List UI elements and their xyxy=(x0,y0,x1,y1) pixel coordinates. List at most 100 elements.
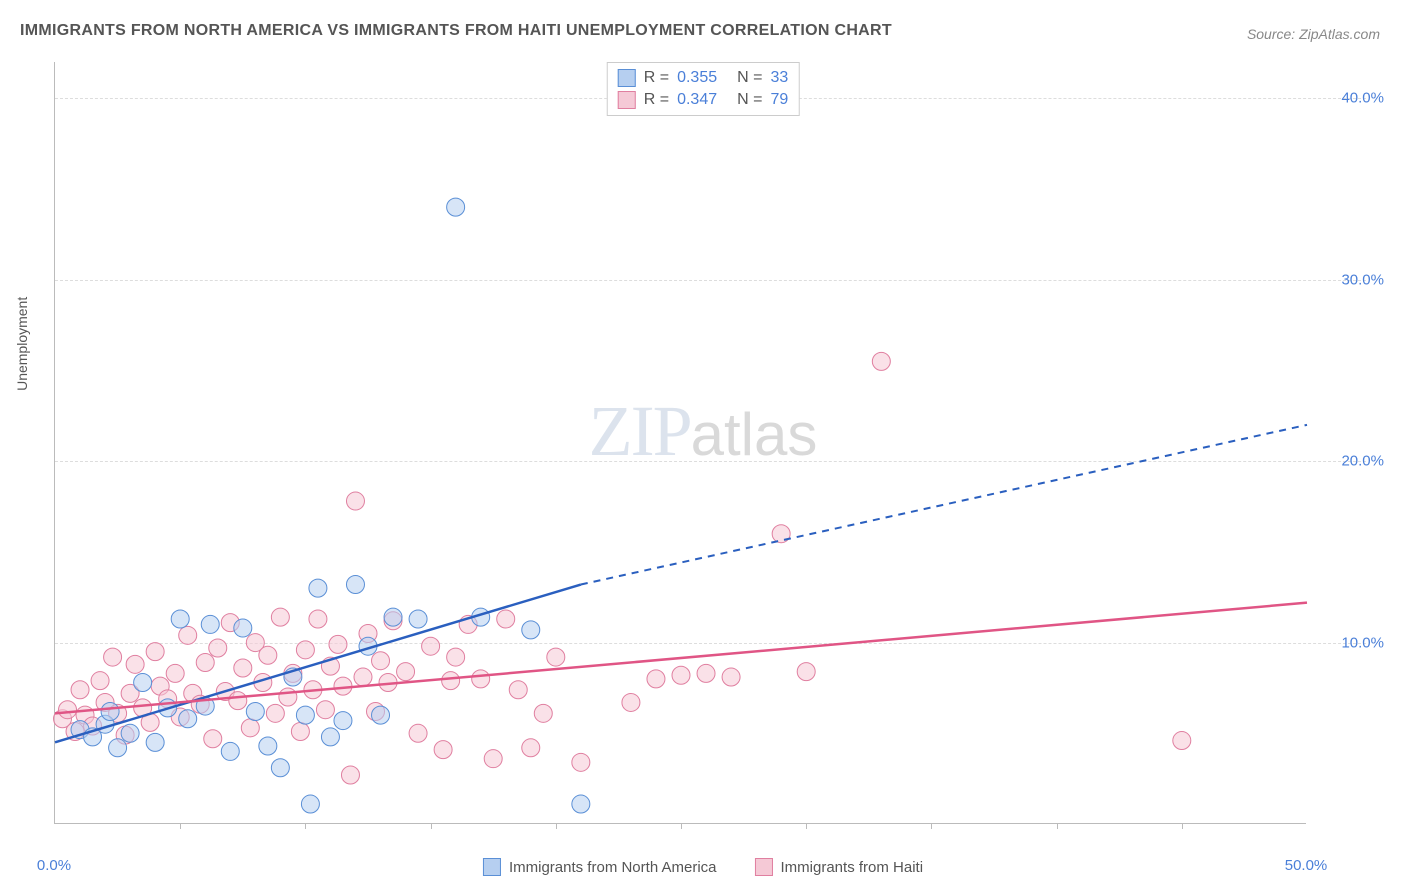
scatter-point xyxy=(279,688,297,706)
x-minor-tick xyxy=(1182,823,1183,829)
scatter-point xyxy=(296,706,314,724)
y-tick-label: 40.0% xyxy=(1341,90,1384,107)
scatter-point xyxy=(572,753,590,771)
legend-series-label: Immigrants from Haiti xyxy=(781,859,924,876)
scatter-point xyxy=(409,724,427,742)
scatter-point xyxy=(234,659,252,677)
scatter-point xyxy=(409,610,427,628)
scatter-point xyxy=(171,610,189,628)
y-tick-label: 20.0% xyxy=(1341,453,1384,470)
chart-plot-area xyxy=(54,62,1306,824)
scatter-point xyxy=(234,619,252,637)
scatter-point xyxy=(472,670,490,688)
scatter-point xyxy=(442,672,460,690)
scatter-point xyxy=(346,492,364,510)
scatter-point xyxy=(201,615,219,633)
n-value: 33 xyxy=(770,69,788,87)
scatter-point xyxy=(309,579,327,597)
scatter-point xyxy=(484,750,502,768)
scatter-point xyxy=(872,352,890,370)
scatter-point xyxy=(797,663,815,681)
scatter-point xyxy=(229,692,247,710)
scatter-point xyxy=(647,670,665,688)
scatter-point xyxy=(697,664,715,682)
scatter-point xyxy=(346,576,364,594)
x-tick-label: 0.0% xyxy=(37,857,71,874)
scatter-point xyxy=(109,739,127,757)
scatter-point xyxy=(547,648,565,666)
scatter-point xyxy=(384,608,402,626)
scatter-point xyxy=(221,742,239,760)
x-minor-tick xyxy=(681,823,682,829)
x-minor-tick xyxy=(1057,823,1058,829)
scatter-point xyxy=(522,739,540,757)
scatter-point xyxy=(321,728,339,746)
scatter-point xyxy=(354,668,372,686)
legend-series-label: Immigrants from North America xyxy=(509,859,717,876)
scatter-point xyxy=(104,648,122,666)
scatter-point xyxy=(121,724,139,742)
n-label: N = xyxy=(737,91,762,109)
scatter-point xyxy=(622,693,640,711)
scatter-point xyxy=(259,646,277,664)
scatter-point xyxy=(509,681,527,699)
scatter-point xyxy=(1173,732,1191,750)
scatter-point xyxy=(271,759,289,777)
scatter-point xyxy=(372,706,390,724)
scatter-point xyxy=(241,719,259,737)
scatter-point xyxy=(134,673,152,691)
scatter-point xyxy=(209,639,227,657)
y-axis-label: Unemployment xyxy=(14,297,30,391)
scatter-point xyxy=(204,730,222,748)
scatter-point xyxy=(447,648,465,666)
r-label: R = xyxy=(644,69,669,87)
n-value: 79 xyxy=(770,91,788,109)
scatter-point xyxy=(91,672,109,690)
scatter-point xyxy=(291,722,309,740)
scatter-point xyxy=(166,664,184,682)
swatch-icon xyxy=(618,91,636,109)
legend-stats-row: R = 0.355 N = 33 xyxy=(618,67,789,89)
x-minor-tick xyxy=(431,823,432,829)
scatter-point xyxy=(497,610,515,628)
scatter-point xyxy=(372,652,390,670)
scatter-point xyxy=(101,703,119,721)
x-minor-tick xyxy=(305,823,306,829)
x-minor-tick xyxy=(931,823,932,829)
legend-stats-row: R = 0.347 N = 79 xyxy=(618,89,789,111)
scatter-point xyxy=(572,795,590,813)
scatter-point xyxy=(434,741,452,759)
scatter-point xyxy=(296,641,314,659)
r-value: 0.355 xyxy=(677,69,717,87)
scatter-point xyxy=(196,654,214,672)
n-label: N = xyxy=(737,69,762,87)
swatch-icon xyxy=(755,858,773,876)
scatter-point xyxy=(309,610,327,628)
scatter-point xyxy=(271,608,289,626)
scatter-point xyxy=(179,626,197,644)
scatter-point xyxy=(522,621,540,639)
scatter-point xyxy=(146,733,164,751)
legend-series-item: Immigrants from Haiti xyxy=(755,858,924,876)
y-tick-label: 30.0% xyxy=(1341,271,1384,288)
scatter-point xyxy=(179,710,197,728)
scatter-svg xyxy=(55,62,1306,823)
x-minor-tick xyxy=(180,823,181,829)
r-label: R = xyxy=(644,91,669,109)
scatter-point xyxy=(334,712,352,730)
scatter-point xyxy=(316,701,334,719)
scatter-point xyxy=(259,737,277,755)
scatter-point xyxy=(71,681,89,699)
scatter-point xyxy=(266,704,284,722)
legend-series-item: Immigrants from North America xyxy=(483,858,717,876)
scatter-point xyxy=(447,198,465,216)
scatter-point xyxy=(59,701,77,719)
y-tick-label: 10.0% xyxy=(1341,634,1384,651)
x-minor-tick xyxy=(556,823,557,829)
scatter-point xyxy=(246,703,264,721)
scatter-point xyxy=(534,704,552,722)
scatter-point xyxy=(329,635,347,653)
scatter-point xyxy=(422,637,440,655)
legend-series: Immigrants from North America Immigrants… xyxy=(483,858,923,876)
scatter-point xyxy=(301,795,319,813)
